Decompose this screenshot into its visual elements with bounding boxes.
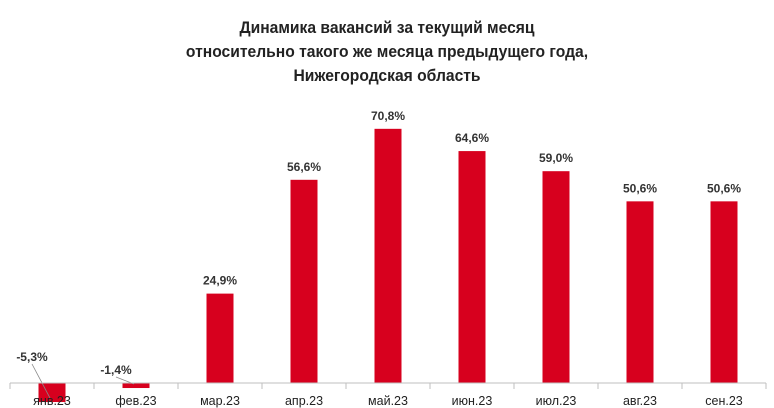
chart-title-line-1: Динамика вакансий за текущий месяц [239, 18, 535, 37]
bar-авг.23 [626, 201, 654, 383]
category-label: июн.23 [452, 394, 493, 408]
leader-line [31, 363, 51, 399]
category-label: янв.23 [33, 394, 71, 408]
bar-июн.23 [458, 151, 486, 383]
data-label: -5,3% [16, 350, 48, 364]
bar-июл.23 [542, 171, 570, 383]
category-label: апр.23 [285, 394, 323, 408]
category-label: июл.23 [536, 394, 577, 408]
bar-фев.23 [122, 383, 150, 389]
category-label: сен.23 [705, 394, 743, 408]
data-label: 64,6% [455, 131, 489, 145]
chart-title-line-3: Нижегородская область [293, 66, 481, 85]
category-label: авг.23 [623, 394, 657, 408]
category-label: мар.23 [200, 394, 240, 408]
data-label: 24,9% [203, 274, 237, 288]
bar-апр.23 [290, 179, 318, 383]
data-label: 50,6% [707, 181, 741, 195]
data-label: 50,6% [623, 181, 657, 195]
chart-title-line-2: относительно такого же месяца предыдущег… [185, 42, 589, 61]
bar-мар.23 [206, 293, 234, 383]
data-label: 56,6% [287, 160, 321, 174]
data-label: 70,8% [371, 109, 405, 123]
chart-title: Динамика вакансий за текущий месяц относ… [31, 16, 743, 88]
data-label: 59,0% [539, 151, 573, 165]
bar-янв.23 [38, 383, 66, 403]
bar-май.23 [374, 128, 402, 383]
category-label: фев.23 [115, 394, 156, 408]
data-label: -1,4% [100, 363, 132, 377]
bar-сен.23 [710, 201, 738, 383]
category-label: май.23 [368, 394, 408, 408]
